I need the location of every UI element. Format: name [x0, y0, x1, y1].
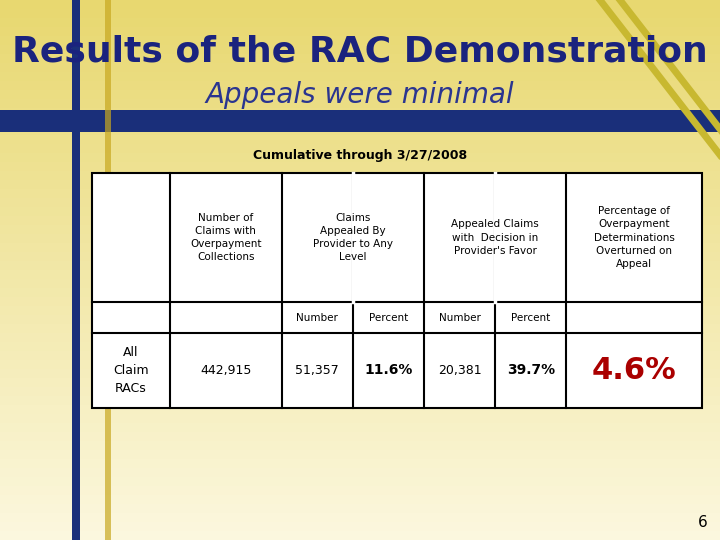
Bar — [0, 360, 720, 370]
Text: 39.7%: 39.7% — [507, 363, 555, 377]
Text: Number: Number — [438, 313, 481, 322]
Bar — [0, 486, 720, 496]
Bar — [0, 432, 720, 442]
Bar — [0, 180, 720, 190]
Bar — [0, 270, 720, 280]
Bar — [0, 351, 720, 361]
Bar — [0, 63, 720, 73]
Text: Appeals were minimal: Appeals were minimal — [206, 81, 514, 109]
Text: 11.6%: 11.6% — [364, 363, 413, 377]
Bar — [0, 153, 720, 163]
Bar — [0, 81, 720, 91]
Bar — [0, 315, 720, 325]
Bar — [0, 216, 720, 226]
Text: 6: 6 — [698, 515, 708, 530]
Bar — [0, 108, 720, 118]
Bar — [92, 173, 702, 408]
Bar — [0, 306, 720, 316]
Bar — [0, 234, 720, 244]
Bar — [0, 225, 720, 235]
Bar — [0, 261, 720, 271]
Bar — [0, 378, 720, 388]
Bar — [0, 459, 720, 469]
Bar — [0, 0, 720, 10]
Text: Percent: Percent — [369, 313, 408, 322]
Text: Number: Number — [297, 313, 338, 322]
Bar — [0, 522, 720, 532]
Bar — [0, 396, 720, 406]
Text: Cumulative through 3/27/2008: Cumulative through 3/27/2008 — [253, 148, 467, 161]
Bar — [0, 369, 720, 379]
Bar — [0, 45, 720, 55]
Bar — [0, 342, 720, 352]
Bar — [0, 297, 720, 307]
Bar — [0, 207, 720, 217]
Text: 442,915: 442,915 — [200, 364, 251, 377]
Bar — [0, 279, 720, 289]
Bar — [0, 414, 720, 424]
Bar — [0, 468, 720, 478]
Bar — [0, 144, 720, 154]
Text: Percentage of
Overpayment
Determinations
Overturned on
Appeal: Percentage of Overpayment Determinations… — [594, 206, 675, 269]
Bar — [0, 333, 720, 343]
Bar — [105, 0, 111, 540]
Text: 4.6%: 4.6% — [592, 356, 677, 385]
Bar — [0, 531, 720, 540]
Bar — [0, 324, 720, 334]
Bar — [0, 243, 720, 253]
Bar — [0, 189, 720, 199]
Bar — [0, 110, 720, 132]
Bar — [0, 423, 720, 433]
Bar — [0, 162, 720, 172]
Bar — [0, 54, 720, 64]
Text: All
Claim
RACs: All Claim RACs — [113, 346, 149, 395]
Bar — [72, 0, 80, 540]
Text: Claims
Appealed By
Provider to Any
Level: Claims Appealed By Provider to Any Level — [313, 213, 393, 262]
Bar — [0, 99, 720, 109]
Bar — [0, 18, 720, 28]
Bar — [0, 504, 720, 514]
Bar — [0, 9, 720, 19]
Text: Number of
Claims with
Overpayment
Collections: Number of Claims with Overpayment Collec… — [190, 213, 261, 262]
Text: Percent: Percent — [511, 313, 551, 322]
Bar — [0, 36, 720, 46]
Bar — [0, 198, 720, 208]
Bar — [0, 495, 720, 505]
Text: 51,357: 51,357 — [295, 364, 339, 377]
Bar — [0, 90, 720, 100]
Bar — [0, 441, 720, 451]
Bar — [0, 405, 720, 415]
Text: 20,381: 20,381 — [438, 364, 482, 377]
Bar — [0, 450, 720, 460]
Bar — [0, 171, 720, 181]
Bar — [0, 288, 720, 298]
Bar — [0, 117, 720, 127]
Bar — [0, 72, 720, 82]
Bar — [0, 126, 720, 136]
Bar — [0, 252, 720, 262]
Bar — [0, 477, 720, 487]
Text: Results of the RAC Demonstration: Results of the RAC Demonstration — [12, 35, 708, 69]
Bar — [0, 387, 720, 397]
Bar — [0, 27, 720, 37]
Bar — [0, 135, 720, 145]
Bar — [0, 513, 720, 523]
Text: Appealed Claims
with  Decision in
Provider's Favor: Appealed Claims with Decision in Provide… — [451, 219, 539, 256]
